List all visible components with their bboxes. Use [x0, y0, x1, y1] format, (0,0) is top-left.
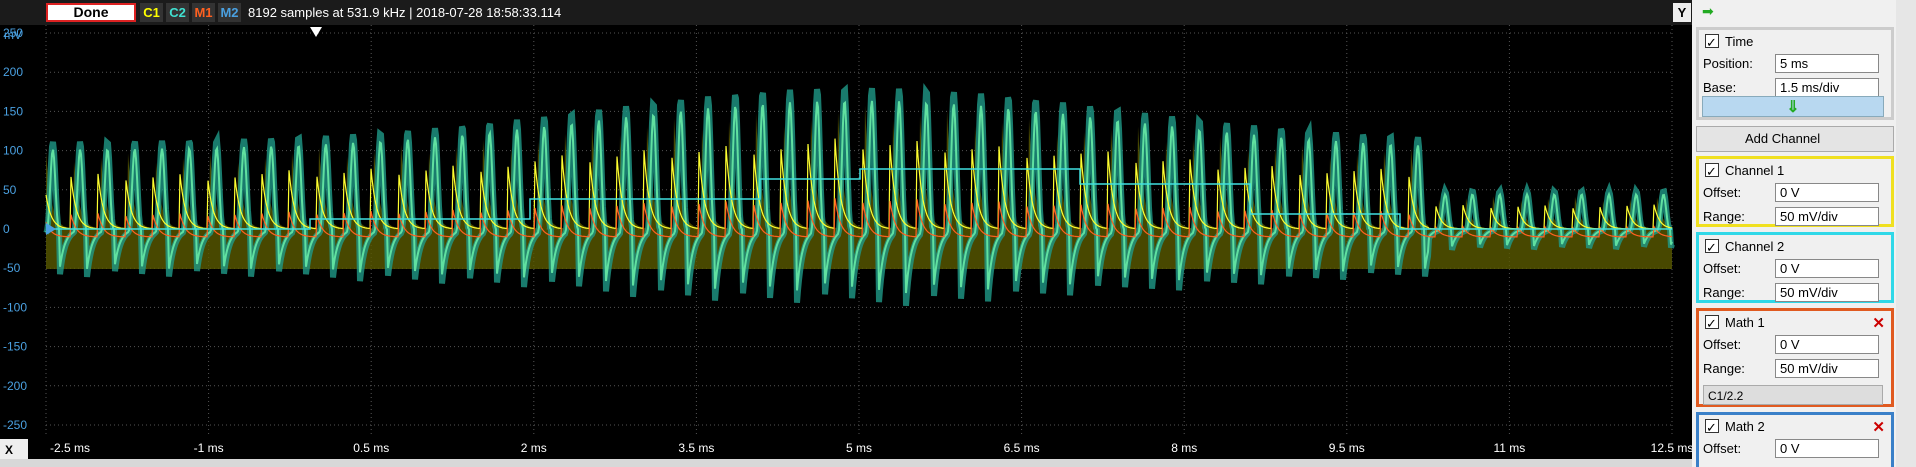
scrollbar: [1896, 0, 1916, 467]
field-select[interactable]: 1.5 ms/div: [1775, 78, 1879, 97]
x-tick-label: -2.5 ms: [50, 441, 90, 455]
trigger-marker: [310, 27, 322, 37]
close-button[interactable]: ✕: [1872, 315, 1885, 332]
y-tick-label: -100: [3, 300, 27, 314]
field-label: Offset:: [1703, 185, 1742, 200]
channel-tag[interactable]: M2: [218, 3, 241, 22]
y-unit: mV: [4, 28, 22, 42]
x-tick-label: 6.5 ms: [1004, 441, 1040, 455]
field-label: Range:: [1703, 209, 1745, 224]
panel-section: ✓ Channel 2 Offset: 0 V Range: 50 mV/div: [1696, 232, 1894, 303]
section-title: Channel 2: [1725, 239, 1785, 254]
x-button: [0, 439, 28, 459]
channel-tag[interactable]: M1: [192, 3, 215, 22]
formula-box[interactable]: C1/2.2: [1703, 385, 1883, 405]
panel-section: ✓ Math 1 ✕ Offset: 0 V Range: 50 mV/div C1/2.2: [1696, 308, 1894, 407]
y-tick-label: 100: [3, 144, 23, 158]
field-select[interactable]: 50 mV/div: [1775, 359, 1879, 378]
field-select[interactable]: 0 V: [1775, 439, 1879, 458]
x-tick-label: 5 ms: [846, 441, 872, 455]
field-select[interactable]: 5 ms: [1775, 54, 1879, 73]
x-tick-label: 3.5 ms: [678, 441, 714, 455]
checkbox[interactable]: ✓: [1705, 419, 1719, 435]
panel-section: ✓ Channel 1 Offset: 0 V Range: 50 mV/div: [1696, 156, 1894, 227]
m1-trace: [45, 198, 1673, 238]
field-select[interactable]: 50 mV/div: [1775, 207, 1879, 226]
m2-trace: [46, 168, 1672, 230]
field-label: Offset:: [1703, 337, 1742, 352]
field-label: Offset:: [1703, 261, 1742, 276]
x-tick-label: 11 ms: [1494, 441, 1526, 455]
section-title: Time: [1725, 34, 1754, 49]
field-select[interactable]: 0 V: [1775, 183, 1879, 202]
field-select[interactable]: 0 V: [1775, 259, 1879, 278]
field-label: Base:: [1703, 80, 1737, 95]
x-tick-label: 2 ms: [521, 441, 547, 455]
add-channel-button[interactable]: Add Channel: [1696, 126, 1894, 152]
c2-trace: [45, 100, 1673, 294]
c1-trace: [45, 138, 1673, 230]
checkbox[interactable]: ✓: [1705, 239, 1719, 255]
checkbox[interactable]: ✓: [1705, 34, 1719, 50]
field-label: Position:: [1703, 56, 1753, 71]
x-tick-label: 8 ms: [1171, 441, 1197, 455]
y-tick-label: 0: [3, 222, 10, 236]
field-label: Range:: [1703, 285, 1745, 300]
field-select[interactable]: 0 V: [1775, 335, 1879, 354]
channel-tag[interactable]: C2: [166, 3, 189, 22]
panel-section: ✓ Math 2 ✕ Offset: 0 V: [1696, 412, 1894, 467]
x-tick-label: -1 ms: [194, 441, 224, 455]
checkbox[interactable]: ✓: [1705, 163, 1719, 179]
section-title: Channel 1: [1725, 163, 1785, 178]
status-button[interactable]: Done: [46, 3, 136, 22]
y-tick-label: -50: [3, 261, 21, 275]
y-tick-label: 250: [3, 26, 23, 40]
acquisition-info: 8192 samples at 531.9 kHz | 2018-07-28 1…: [248, 5, 562, 20]
c1-offset-marker: [46, 223, 56, 235]
field-label: Range:: [1703, 361, 1745, 376]
field-label: Offset:: [1703, 441, 1742, 456]
field-select[interactable]: 50 mV/div: [1775, 283, 1879, 302]
bottom-strip: [0, 459, 1692, 467]
checkbox[interactable]: ✓: [1705, 315, 1719, 331]
x-button-label: X: [5, 443, 13, 457]
section-title: Math 1: [1725, 315, 1765, 330]
y-tick-label: -250: [3, 418, 27, 432]
side-panel: ➡ ✓ Time Position: 5 ms Base: 1.5 ms/div ⇓ Add …: [1692, 0, 1916, 467]
x-tick-label: 12.5 ms: [1651, 441, 1692, 455]
close-button[interactable]: ✕: [1872, 419, 1885, 436]
y-tick-label: 200: [3, 65, 23, 79]
channel-tag[interactable]: C1: [140, 3, 163, 22]
x-tick-label: 9.5 ms: [1329, 441, 1365, 455]
y-tick-label: -200: [3, 379, 27, 393]
y-tick-label: 50: [3, 183, 17, 197]
apply-bar[interactable]: ⇓: [1702, 96, 1884, 117]
add-channel-label: Add Channel: [1745, 131, 1821, 146]
section-title: Math 2: [1725, 419, 1765, 434]
toolbar: Done 8192 samples at 531.9 kHz | 2018-07…: [0, 0, 1692, 25]
y-tick-label: -150: [3, 340, 27, 354]
arrow: ➡: [1702, 3, 1714, 19]
y-tick-label: 150: [3, 104, 23, 118]
x-tick-label: 0.5 ms: [353, 441, 389, 455]
y-button[interactable]: Y: [1673, 3, 1691, 22]
